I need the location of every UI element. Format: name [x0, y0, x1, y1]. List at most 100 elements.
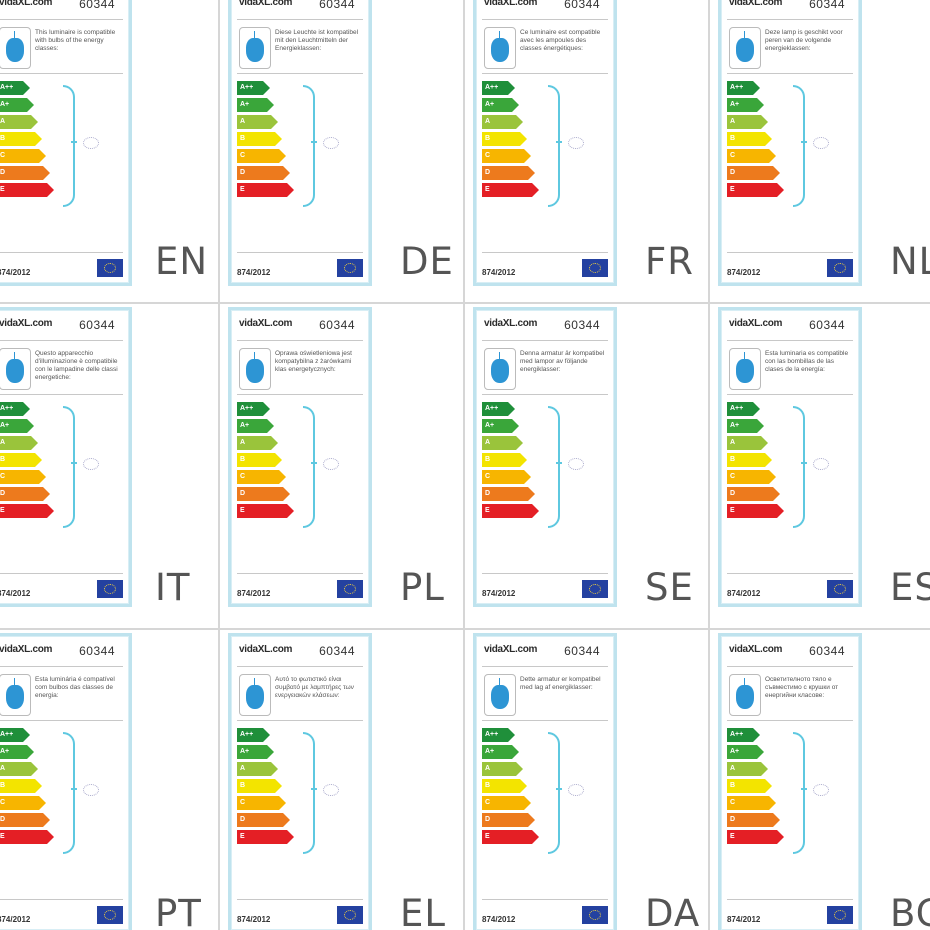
energy-class-fill — [0, 183, 47, 197]
energy-class-letter: C — [485, 799, 491, 806]
energy-class-arrow — [777, 183, 784, 197]
energy-class-letter: A — [730, 439, 736, 446]
energy-class-letter: A+ — [730, 422, 740, 429]
energy-class-letter: A++ — [485, 84, 499, 91]
lamp-cord — [254, 678, 255, 686]
header-rule — [727, 666, 853, 667]
energy-class-fill — [237, 813, 283, 827]
energy-class-fill — [482, 487, 528, 501]
label-header: vidaXL.com 60344 — [0, 636, 129, 666]
energy-class-scale: A++ A+ A B C D E — [727, 81, 787, 203]
bulb-outline-icon — [568, 784, 584, 796]
energy-class-letter: E — [730, 186, 735, 193]
lamp-cord — [254, 352, 255, 360]
energy-class-letter: E — [730, 833, 735, 840]
footer-rule — [482, 573, 608, 574]
header-rule — [237, 19, 363, 20]
energy-class-arrow — [532, 830, 539, 844]
energy-label-it: vidaXL.com 60344 Questo apparecchio d'illu… — [0, 307, 132, 607]
lamp-icon — [484, 27, 516, 69]
brace-point — [801, 462, 807, 464]
energy-class-letter: A++ — [730, 84, 744, 91]
energy-class-fill — [0, 762, 31, 776]
energy-class-arrow — [283, 813, 290, 827]
energy-class-fill — [237, 81, 263, 95]
energy-class-letter: C — [485, 152, 491, 159]
energy-class-letter: D — [485, 490, 491, 497]
energy-class-arrow — [528, 813, 535, 827]
energy-class-letter: A — [485, 439, 491, 446]
compatibility-text: Denna armatur är kompatibel med lampor a… — [520, 350, 605, 373]
energy-class-arrow — [512, 98, 519, 112]
energy-class-letter: E — [730, 507, 735, 514]
product-code: 60344 — [564, 318, 600, 332]
language-code: EN — [155, 240, 209, 283]
grid-divider-vertical — [463, 0, 465, 930]
energy-class-scale: A++ A+ A B C D E — [727, 402, 787, 524]
lamp-icon — [0, 27, 31, 69]
lamp-icon — [729, 674, 761, 716]
energy-class-letter: C — [485, 473, 491, 480]
energy-class-fill — [727, 779, 765, 793]
brace-point — [71, 141, 77, 143]
header-rule — [0, 19, 123, 20]
energy-class-arrow — [528, 487, 535, 501]
brand-logo: vidaXL.com — [484, 644, 538, 655]
section-rule — [482, 394, 608, 395]
label-header: vidaXL.com 60344 — [231, 636, 369, 666]
product-code: 60344 — [564, 0, 600, 11]
compatibility-brace — [303, 85, 315, 207]
brace-point — [311, 788, 317, 790]
compatibility-text: Αυτό το φωτιστικό είναι συμβατό με λαμπτ… — [275, 676, 354, 699]
header-rule — [482, 340, 608, 341]
energy-class-fill — [727, 166, 773, 180]
product-code: 60344 — [79, 644, 115, 658]
energy-class-arrow — [39, 470, 46, 484]
eu-flag-icon — [337, 259, 363, 277]
energy-class-arrow — [757, 98, 764, 112]
energy-class-arrow — [275, 779, 282, 793]
header-rule — [237, 666, 363, 667]
label-header: vidaXL.com 60344 — [231, 310, 369, 340]
energy-class-arrow — [761, 115, 768, 129]
energy-class-arrow — [39, 796, 46, 810]
compatibility-brace — [303, 406, 315, 528]
energy-label-es: vidaXL.com 60344 Esta luminaria es compati… — [718, 307, 862, 607]
energy-class-arrow — [757, 419, 764, 433]
energy-class-fill — [237, 487, 283, 501]
product-code: 60344 — [809, 318, 845, 332]
label-header: vidaXL.com 60344 — [231, 0, 369, 19]
energy-class-letter: E — [0, 833, 5, 840]
footer-rule — [727, 899, 853, 900]
compatibility-text: Deze lamp is geschikt voor peren van de … — [765, 29, 843, 52]
energy-class-fill — [0, 813, 43, 827]
energy-class-arrow — [27, 419, 34, 433]
bulb-outline-icon — [323, 458, 339, 470]
energy-class-scale: A++ A+ A B C D E — [237, 81, 297, 203]
energy-class-fill — [727, 453, 765, 467]
product-code: 60344 — [809, 644, 845, 658]
lamp-icon — [0, 674, 31, 716]
energy-class-arrow — [275, 132, 282, 146]
energy-class-arrow — [528, 166, 535, 180]
brace-point — [71, 788, 77, 790]
energy-label-el: vidaXL.com 60344 Αυτό το φωτιστικό είναι σ… — [228, 633, 372, 930]
bulb-outline-icon — [568, 458, 584, 470]
energy-class-letter: A++ — [0, 731, 14, 738]
energy-label-pt: vidaXL.com 60344 Esta luminária é compatív… — [0, 633, 132, 930]
lamp-bulb — [6, 359, 24, 383]
energy-class-letter: C — [0, 473, 6, 480]
energy-class-fill — [0, 132, 35, 146]
energy-class-fill — [482, 762, 516, 776]
energy-class-letter: E — [0, 186, 5, 193]
energy-class-letter: A+ — [485, 422, 495, 429]
footer-rule — [727, 573, 853, 574]
energy-class-arrow — [23, 728, 30, 742]
eu-flag-icon — [97, 906, 123, 924]
compatibility-text: Dette armatur er kompatibel med lag af e… — [520, 676, 601, 691]
language-code: ES — [890, 566, 930, 609]
energy-class-letter: A+ — [240, 101, 250, 108]
lamp-bulb — [491, 685, 509, 709]
compatibility-brace — [63, 85, 75, 207]
lamp-cord — [499, 678, 500, 686]
